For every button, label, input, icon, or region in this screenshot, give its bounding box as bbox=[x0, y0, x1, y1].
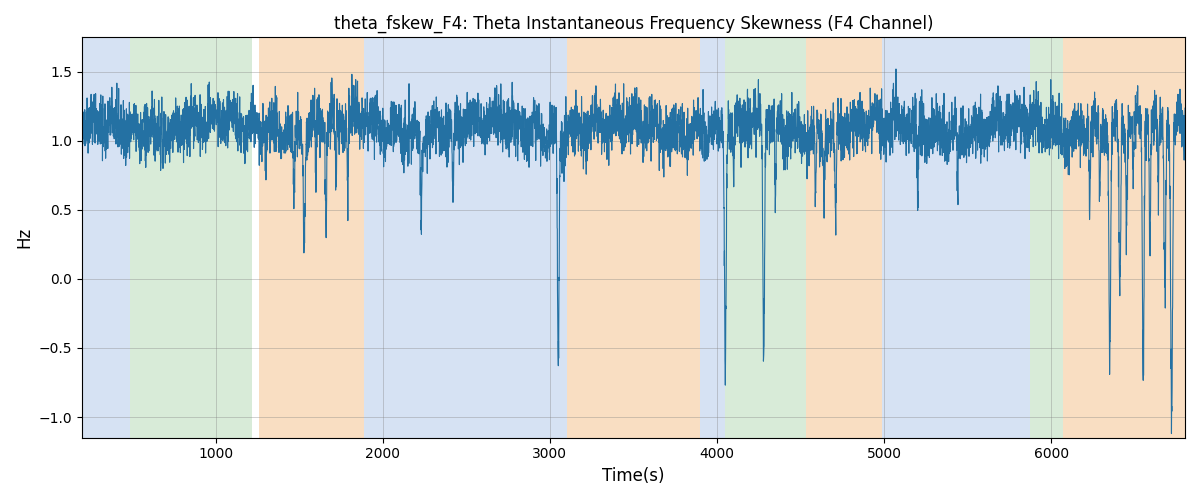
Bar bbox=[82, 38, 131, 438]
Bar bbox=[566, 38, 701, 438]
Bar bbox=[701, 38, 725, 438]
Bar bbox=[365, 38, 404, 438]
X-axis label: Time(s): Time(s) bbox=[602, 467, 665, 485]
Bar bbox=[1063, 38, 1186, 438]
Bar bbox=[259, 38, 365, 438]
Bar bbox=[404, 38, 566, 438]
Bar bbox=[882, 38, 1030, 438]
Y-axis label: Hz: Hz bbox=[14, 227, 32, 248]
Bar bbox=[805, 38, 882, 438]
Bar bbox=[725, 38, 805, 438]
Title: theta_fskew_F4: Theta Instantaneous Frequency Skewness (F4 Channel): theta_fskew_F4: Theta Instantaneous Freq… bbox=[334, 15, 934, 34]
Bar bbox=[1030, 38, 1063, 438]
Bar bbox=[131, 38, 252, 438]
